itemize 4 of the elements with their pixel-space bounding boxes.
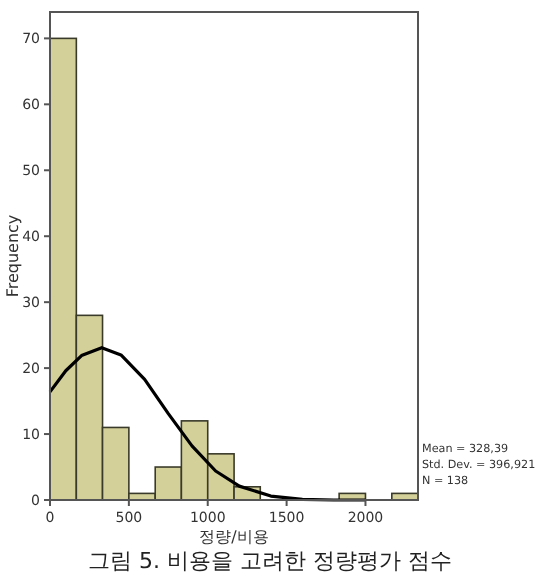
caption: 그림 5. 비용을 고려한 정량평가 점수 — [88, 548, 452, 574]
y-axis-title: Frequency — [4, 214, 22, 298]
x-axis-title: 정량/비용 — [199, 528, 269, 546]
line-series — [48, 346, 368, 502]
